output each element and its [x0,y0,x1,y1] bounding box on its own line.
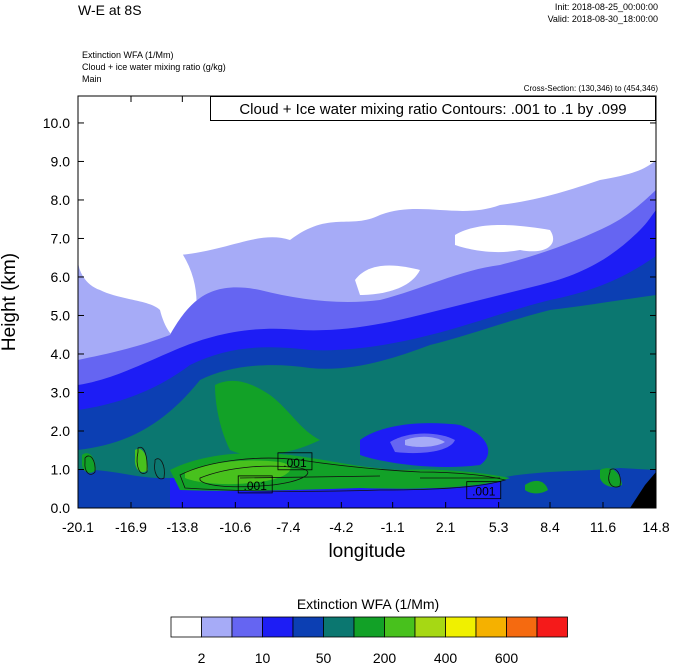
colorbar-tick-label: 200 [372,650,397,666]
colorbar-swatch [414,616,446,638]
y-tick-label: 4.0 [51,346,71,362]
x-tick-label: 11.6 [590,519,616,535]
cross-section-label: Cross-Section: (130,346) to (454,346) [523,84,658,93]
contour-label: .001 [472,485,496,499]
colorbar-swatch [262,616,294,638]
x-axis-label: longitude [328,541,406,562]
x-tick-label: -16.9 [115,519,147,535]
x-axis: -20.1 -16.9 -13.8 -10.6 -7.4 -4.2 -1.1 2.1 5.3 8.… [62,96,670,535]
lavender-pocket-low [405,436,445,447]
y-axis: 0.0 1.0 2.0 3.0 4.0 5.0 6.0 7.0 8.0 9.0 10.0 [43,115,656,516]
y-tick-label: 2.0 [51,423,71,439]
white-pocket-right [455,225,554,253]
band-teal [78,295,656,508]
colorbar-tick-label: 50 [315,650,332,666]
heatmap-field [78,96,656,508]
contour-annotation: Cloud + Ice water mixing ratio Contours:… [210,96,656,121]
contour-label-box [466,481,502,500]
terrain [630,472,656,508]
colorbar-tick-label: 2 [197,650,206,666]
colorbar-tick-label: 600 [494,650,519,666]
colorbar [170,616,568,638]
colorbar-swatch [201,616,233,638]
y-tick-label: 5.0 [51,307,71,323]
contour-labels: .001 .001 .001 [237,452,502,500]
white-pocket-mid [355,265,420,295]
colorbar-swatch [384,616,416,638]
contour-label-box [237,475,273,494]
colorbar-swatch [231,616,263,638]
colorbar-swatch [323,616,355,638]
contour-lines [84,446,621,492]
x-tick-label: -20.1 [62,519,94,535]
contour-label-box [277,452,313,471]
x-tick-label: 8.4 [540,519,560,535]
x-tick-label: -7.4 [276,519,300,535]
subtitle-main: Main [82,74,102,84]
x-tick-label: -10.6 [219,519,251,535]
valid-time: Valid: 2018-08-30_18:00:00 [547,14,658,24]
x-tick-label: 2.1 [436,519,456,535]
colorbar-title: Extinction WFA (1/Mm) [296,596,440,612]
x-tick-label: -4.2 [329,519,353,535]
x-tick-label: -13.8 [166,519,198,535]
y-tick-label: 8.0 [51,192,71,208]
subtitle-mixing-ratio: Cloud + ice water mixing ratio (g/kg) [82,62,226,72]
y-tick-label: 9.0 [51,153,71,169]
y-tick-label: 3.0 [51,384,71,400]
init-time: Init: 2018-08-25_00:00:00 [554,2,658,12]
green-patch [215,380,320,456]
y-tick-label: 6.0 [51,269,71,285]
subtitle-extinction: Extinction WFA (1/Mm) [82,50,174,60]
x-tick-label: -1.1 [381,519,405,535]
y-tick-label: 7.0 [51,230,71,246]
colorbar-swatch [353,616,385,638]
contour-label: .001 [283,456,307,470]
colorbar-swatch [292,616,324,638]
white-pocket-left [78,235,197,341]
colorbar-swatch [475,616,507,638]
x-tick-label: 14.8 [642,519,669,535]
y-axis-label: Height (km) [0,252,20,352]
colorbar-tick-label: 10 [254,650,271,666]
page-title: W-E at 8S [78,2,142,18]
x-tick-label: 5.3 [489,519,509,535]
y-tick-label: 10.0 [43,115,70,131]
colorbar-swatch [506,616,538,638]
colorbar-tick-label: 400 [433,650,458,666]
colorbar-swatch [536,616,568,638]
contour-label: .001 [244,479,268,493]
y-tick-label: 1.0 [51,461,71,477]
colorbar-swatch [170,616,202,638]
colorbar-swatch [445,616,477,638]
y-tick-label: 0.0 [51,500,71,516]
